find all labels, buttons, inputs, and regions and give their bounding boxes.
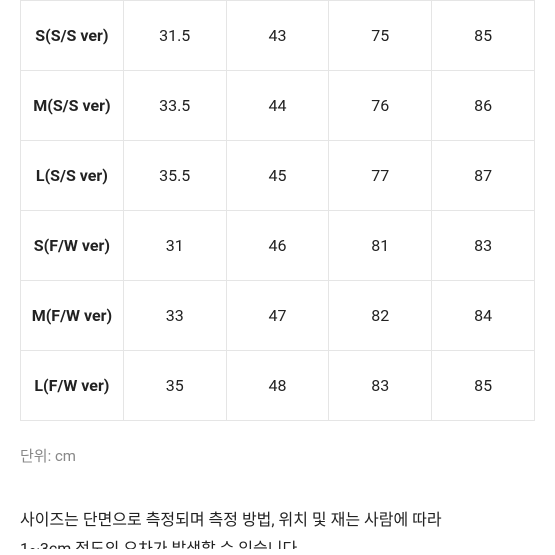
size-value-cell: 82 bbox=[329, 281, 432, 351]
size-value-cell: 83 bbox=[432, 211, 535, 281]
size-label-cell: L(S/S ver) bbox=[21, 141, 124, 211]
table-row: L(F/W ver)35488385 bbox=[21, 351, 535, 421]
size-label-cell: L(F/W ver) bbox=[21, 351, 124, 421]
size-value-cell: 44 bbox=[226, 71, 329, 141]
size-value-cell: 86 bbox=[432, 71, 535, 141]
size-value-cell: 83 bbox=[329, 351, 432, 421]
size-value-cell: 85 bbox=[432, 1, 535, 71]
size-label-cell: S(S/S ver) bbox=[21, 1, 124, 71]
size-label-cell: M(F/W ver) bbox=[21, 281, 124, 351]
size-value-cell: 43 bbox=[226, 1, 329, 71]
size-value-cell: 33.5 bbox=[123, 71, 226, 141]
size-value-cell: 31.5 bbox=[123, 1, 226, 71]
size-value-cell: 35.5 bbox=[123, 141, 226, 211]
size-value-cell: 47 bbox=[226, 281, 329, 351]
measurement-note-line1: 사이즈는 단면으로 측정되며 측정 방법, 위치 및 재는 사람에 따라 bbox=[20, 506, 535, 535]
table-row: M(S/S ver)33.5447686 bbox=[21, 71, 535, 141]
size-value-cell: 85 bbox=[432, 351, 535, 421]
size-table-container: S(S/S ver)31.5437585M(S/S ver)33.5447686… bbox=[0, 0, 555, 421]
size-value-cell: 87 bbox=[432, 141, 535, 211]
unit-label: 단위: cm bbox=[20, 445, 535, 466]
size-value-cell: 48 bbox=[226, 351, 329, 421]
size-value-cell: 46 bbox=[226, 211, 329, 281]
measurement-note-line2: 1~3cm 정도의 오차가 발생할 수 있습니다 bbox=[20, 535, 535, 549]
table-row: S(S/S ver)31.5437585 bbox=[21, 1, 535, 71]
size-value-cell: 81 bbox=[329, 211, 432, 281]
size-table-body: S(S/S ver)31.5437585M(S/S ver)33.5447686… bbox=[21, 1, 535, 421]
size-value-cell: 75 bbox=[329, 1, 432, 71]
size-table: S(S/S ver)31.5437585M(S/S ver)33.5447686… bbox=[20, 0, 535, 421]
size-value-cell: 33 bbox=[123, 281, 226, 351]
table-row: L(S/S ver)35.5457787 bbox=[21, 141, 535, 211]
size-label-cell: M(S/S ver) bbox=[21, 71, 124, 141]
size-value-cell: 35 bbox=[123, 351, 226, 421]
size-value-cell: 45 bbox=[226, 141, 329, 211]
table-row: M(F/W ver)33478284 bbox=[21, 281, 535, 351]
size-value-cell: 84 bbox=[432, 281, 535, 351]
size-label-cell: S(F/W ver) bbox=[21, 211, 124, 281]
size-value-cell: 31 bbox=[123, 211, 226, 281]
table-row: S(F/W ver)31468183 bbox=[21, 211, 535, 281]
size-value-cell: 76 bbox=[329, 71, 432, 141]
size-value-cell: 77 bbox=[329, 141, 432, 211]
